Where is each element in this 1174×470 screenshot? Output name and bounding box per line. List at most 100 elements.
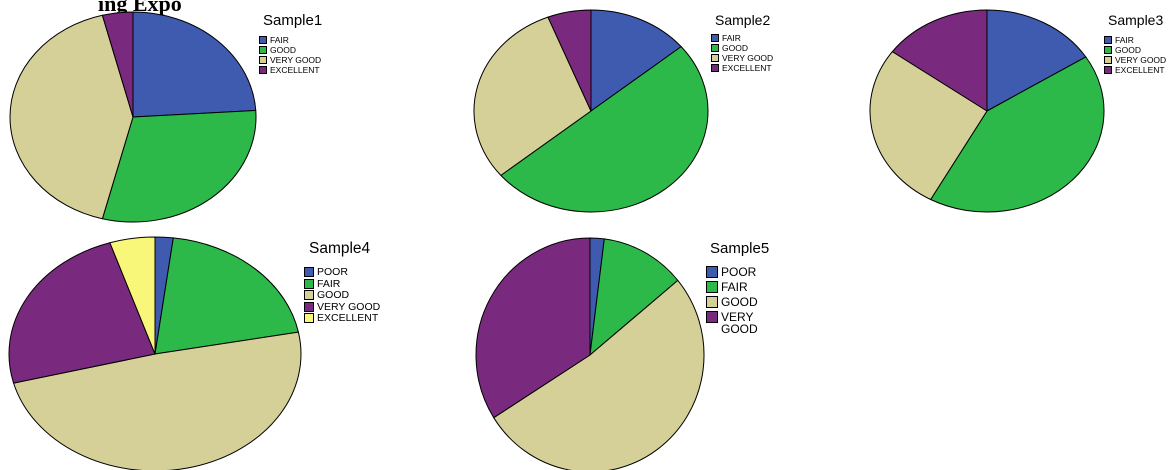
legend-swatch <box>259 66 267 74</box>
pie-chart-sample1: Sample1 FAIR GOOD VERY GOOD EXCELLENT <box>0 0 420 230</box>
legend-swatch <box>706 296 718 308</box>
legend-label: VERY GOOD <box>317 300 381 313</box>
legend-swatch <box>259 36 267 44</box>
legend-item-fair: FAIR <box>259 36 321 46</box>
chart-title-sample1: Sample1 <box>263 12 323 29</box>
legend-label: GOOD <box>1115 45 1141 55</box>
legend-swatch <box>259 56 267 64</box>
legend-item-good: GOOD <box>1104 46 1166 56</box>
legend-label: GOOD <box>270 45 296 55</box>
pie-slice-excellent <box>891 9 988 112</box>
legend-item-fair: FAIR <box>304 277 380 291</box>
legend-item-fair: FAIR <box>1104 36 1166 46</box>
pie-slice-very-good <box>473 16 592 176</box>
legend-item-excellent: EXCELLENT <box>711 64 773 74</box>
legend-label: FAIR <box>722 33 741 43</box>
pie-slice-fair <box>132 11 257 118</box>
legend-label: POOR <box>721 265 757 279</box>
pie-slice-excellent <box>101 11 134 118</box>
pie-slice-good <box>13 331 302 470</box>
pie-sample5 <box>475 237 705 470</box>
legend-swatch <box>706 266 718 278</box>
legend-swatch <box>1104 36 1112 44</box>
pie-slice-good <box>930 56 1105 213</box>
legend-sample3: FAIR GOOD VERY GOOD EXCELLENT <box>1104 36 1166 76</box>
legend-label: EXCELLENT <box>1115 65 1165 75</box>
legend-swatch <box>304 313 314 323</box>
legend-label: EXCELLENT <box>317 312 379 324</box>
legend-label: EXCELLENT <box>722 63 772 73</box>
pie-slice-fair <box>986 9 1087 112</box>
legend-swatch <box>304 290 314 300</box>
legend-label: GOOD <box>721 295 758 309</box>
legend-label: VERY GOOD <box>721 310 758 336</box>
legend-swatch <box>706 281 718 293</box>
legend-item-poor: POOR <box>304 267 380 279</box>
legend-item-very-good: VERY GOOD <box>304 300 381 314</box>
legend-item-good: GOOD <box>259 46 321 56</box>
legend-swatch <box>711 44 719 52</box>
pie-chart-sample5: Sample5 POOR FAIR GOOD VERY GOOD <box>440 232 820 470</box>
legend-item-very-good: VERY GOOD <box>711 54 773 64</box>
legend-label: GOOD <box>722 43 748 53</box>
legend-item-very-good: VERY GOOD <box>706 311 758 335</box>
legend-label: VERY GOOD <box>722 53 774 63</box>
legend-item-very-good: VERY GOOD <box>1104 56 1166 66</box>
legend-label: VERY GOOD <box>270 55 322 65</box>
legend-label: VERY GOOD <box>1115 55 1167 65</box>
chart-title-sample5: Sample5 <box>710 240 770 257</box>
pie-slice-good <box>493 279 705 470</box>
pie-slice-good <box>500 46 709 213</box>
pie-chart-sample4: Sample4 POOR FAIR GOOD VERY GOOD EXCELLENT <box>0 232 440 470</box>
pie-sample4 <box>8 236 302 470</box>
pie-slice-very-good <box>8 242 156 384</box>
legend-swatch <box>711 64 719 72</box>
pie-chart-sample3: Sample3 FAIR GOOD VERY GOOD EXCELLENT <box>860 0 1174 230</box>
legend-label: FAIR <box>270 35 289 45</box>
legend-item-very-good: VERY GOOD <box>259 56 321 66</box>
page-title: ing Expo <box>98 0 182 16</box>
pie-slice-very-good <box>869 51 988 201</box>
chart-title-sample3: Sample3 <box>1108 12 1164 28</box>
legend-item-fair: FAIR <box>711 34 773 44</box>
legend-label: EXCELLENT <box>270 65 320 75</box>
legend-item-good: GOOD <box>711 44 773 54</box>
legend-swatch <box>706 311 718 323</box>
legend-sample2: FAIR GOOD VERY GOOD EXCELLENT <box>711 34 773 74</box>
pie-slice-fair <box>589 238 679 356</box>
legend-label: GOOD <box>317 289 350 301</box>
pie-sample1 <box>9 11 257 223</box>
legend-sample5: POOR FAIR GOOD VERY GOOD <box>706 266 758 338</box>
pie-sample2 <box>473 9 709 213</box>
legend-item-excellent: EXCELLENT <box>304 313 380 325</box>
legend-item-poor: POOR <box>706 266 758 278</box>
pie-slice-fair <box>590 9 682 112</box>
chart-title-sample4: Sample4 <box>309 240 371 257</box>
legend-label: FAIR <box>721 280 748 294</box>
pie-slice-fair <box>154 237 299 355</box>
legend-swatch <box>304 301 314 312</box>
legend-sample1: FAIR GOOD VERY GOOD EXCELLENT <box>259 36 321 76</box>
legend-swatch <box>711 34 719 42</box>
pie-slice-excellent <box>109 236 156 355</box>
legend-item-excellent: EXCELLENT <box>1104 66 1166 76</box>
pie-chart-sample2: Sample2 FAIR GOOD VERY GOOD EXCELLENT <box>470 0 800 230</box>
chart-title-sample2: Sample2 <box>715 12 771 28</box>
legend-label: FAIR <box>317 277 341 290</box>
legend-label: FAIR <box>1115 35 1134 45</box>
pie-slice-excellent <box>547 9 592 112</box>
legend-label: POOR <box>317 266 348 278</box>
legend-swatch <box>1104 56 1112 64</box>
legend-sample4: POOR FAIR GOOD VERY GOOD EXCELLENT <box>304 267 380 325</box>
legend-swatch <box>1104 46 1112 54</box>
legend-item-fair: FAIR <box>706 281 758 293</box>
legend-swatch <box>259 46 267 54</box>
legend-item-good: GOOD <box>706 296 758 308</box>
pie-slice-good <box>101 109 257 223</box>
pie-slice-very-good <box>475 237 591 419</box>
legend-swatch <box>711 54 719 62</box>
legend-item-excellent: EXCELLENT <box>259 66 321 76</box>
legend-swatch <box>1104 66 1112 74</box>
legend-swatch <box>304 267 314 277</box>
pie-slice-very-good <box>9 14 134 220</box>
